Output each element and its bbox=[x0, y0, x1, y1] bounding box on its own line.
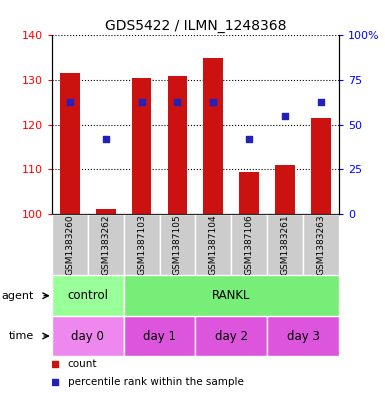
Bar bbox=[275, 165, 295, 214]
Text: control: control bbox=[67, 289, 108, 302]
Bar bbox=[267, 316, 339, 356]
Text: GSM1383261: GSM1383261 bbox=[281, 214, 290, 275]
Point bbox=[246, 136, 252, 142]
Bar bbox=[239, 172, 259, 214]
Bar bbox=[124, 275, 339, 316]
Text: day 0: day 0 bbox=[71, 329, 104, 343]
Bar bbox=[311, 118, 331, 214]
Point bbox=[103, 136, 109, 142]
Text: day 2: day 2 bbox=[215, 329, 248, 343]
Text: GSM1383262: GSM1383262 bbox=[101, 215, 110, 275]
Bar bbox=[203, 58, 223, 214]
Bar bbox=[60, 73, 80, 214]
Text: count: count bbox=[68, 359, 97, 369]
Bar bbox=[195, 316, 267, 356]
Point bbox=[210, 98, 216, 105]
Bar bbox=[231, 214, 267, 275]
Text: GSM1383260: GSM1383260 bbox=[65, 214, 74, 275]
Title: GDS5422 / ILMN_1248368: GDS5422 / ILMN_1248368 bbox=[105, 19, 286, 33]
Text: RANKL: RANKL bbox=[212, 289, 251, 302]
Point bbox=[318, 98, 324, 105]
Bar bbox=[167, 75, 187, 214]
Text: GSM1387105: GSM1387105 bbox=[173, 214, 182, 275]
Bar bbox=[132, 78, 151, 214]
Text: agent: agent bbox=[2, 291, 34, 301]
Bar bbox=[124, 316, 195, 356]
Text: percentile rank within the sample: percentile rank within the sample bbox=[68, 377, 244, 387]
Bar bbox=[52, 316, 124, 356]
Text: GSM1387104: GSM1387104 bbox=[209, 214, 218, 275]
Bar bbox=[267, 214, 303, 275]
Text: day 3: day 3 bbox=[286, 329, 320, 343]
Bar bbox=[195, 214, 231, 275]
Point bbox=[52, 361, 58, 367]
Bar bbox=[88, 214, 124, 275]
Point bbox=[67, 98, 73, 105]
Bar bbox=[159, 214, 196, 275]
Text: GSM1383263: GSM1383263 bbox=[316, 214, 325, 275]
Point bbox=[139, 98, 145, 105]
Point bbox=[174, 98, 181, 105]
Text: day 1: day 1 bbox=[143, 329, 176, 343]
Point bbox=[282, 113, 288, 119]
Text: GSM1387103: GSM1387103 bbox=[137, 214, 146, 275]
Bar bbox=[96, 209, 115, 214]
Point bbox=[52, 379, 58, 386]
Bar bbox=[52, 275, 124, 316]
Bar bbox=[52, 214, 88, 275]
Text: time: time bbox=[9, 331, 34, 341]
Bar bbox=[303, 214, 339, 275]
Text: GSM1387106: GSM1387106 bbox=[244, 214, 254, 275]
Bar bbox=[124, 214, 159, 275]
